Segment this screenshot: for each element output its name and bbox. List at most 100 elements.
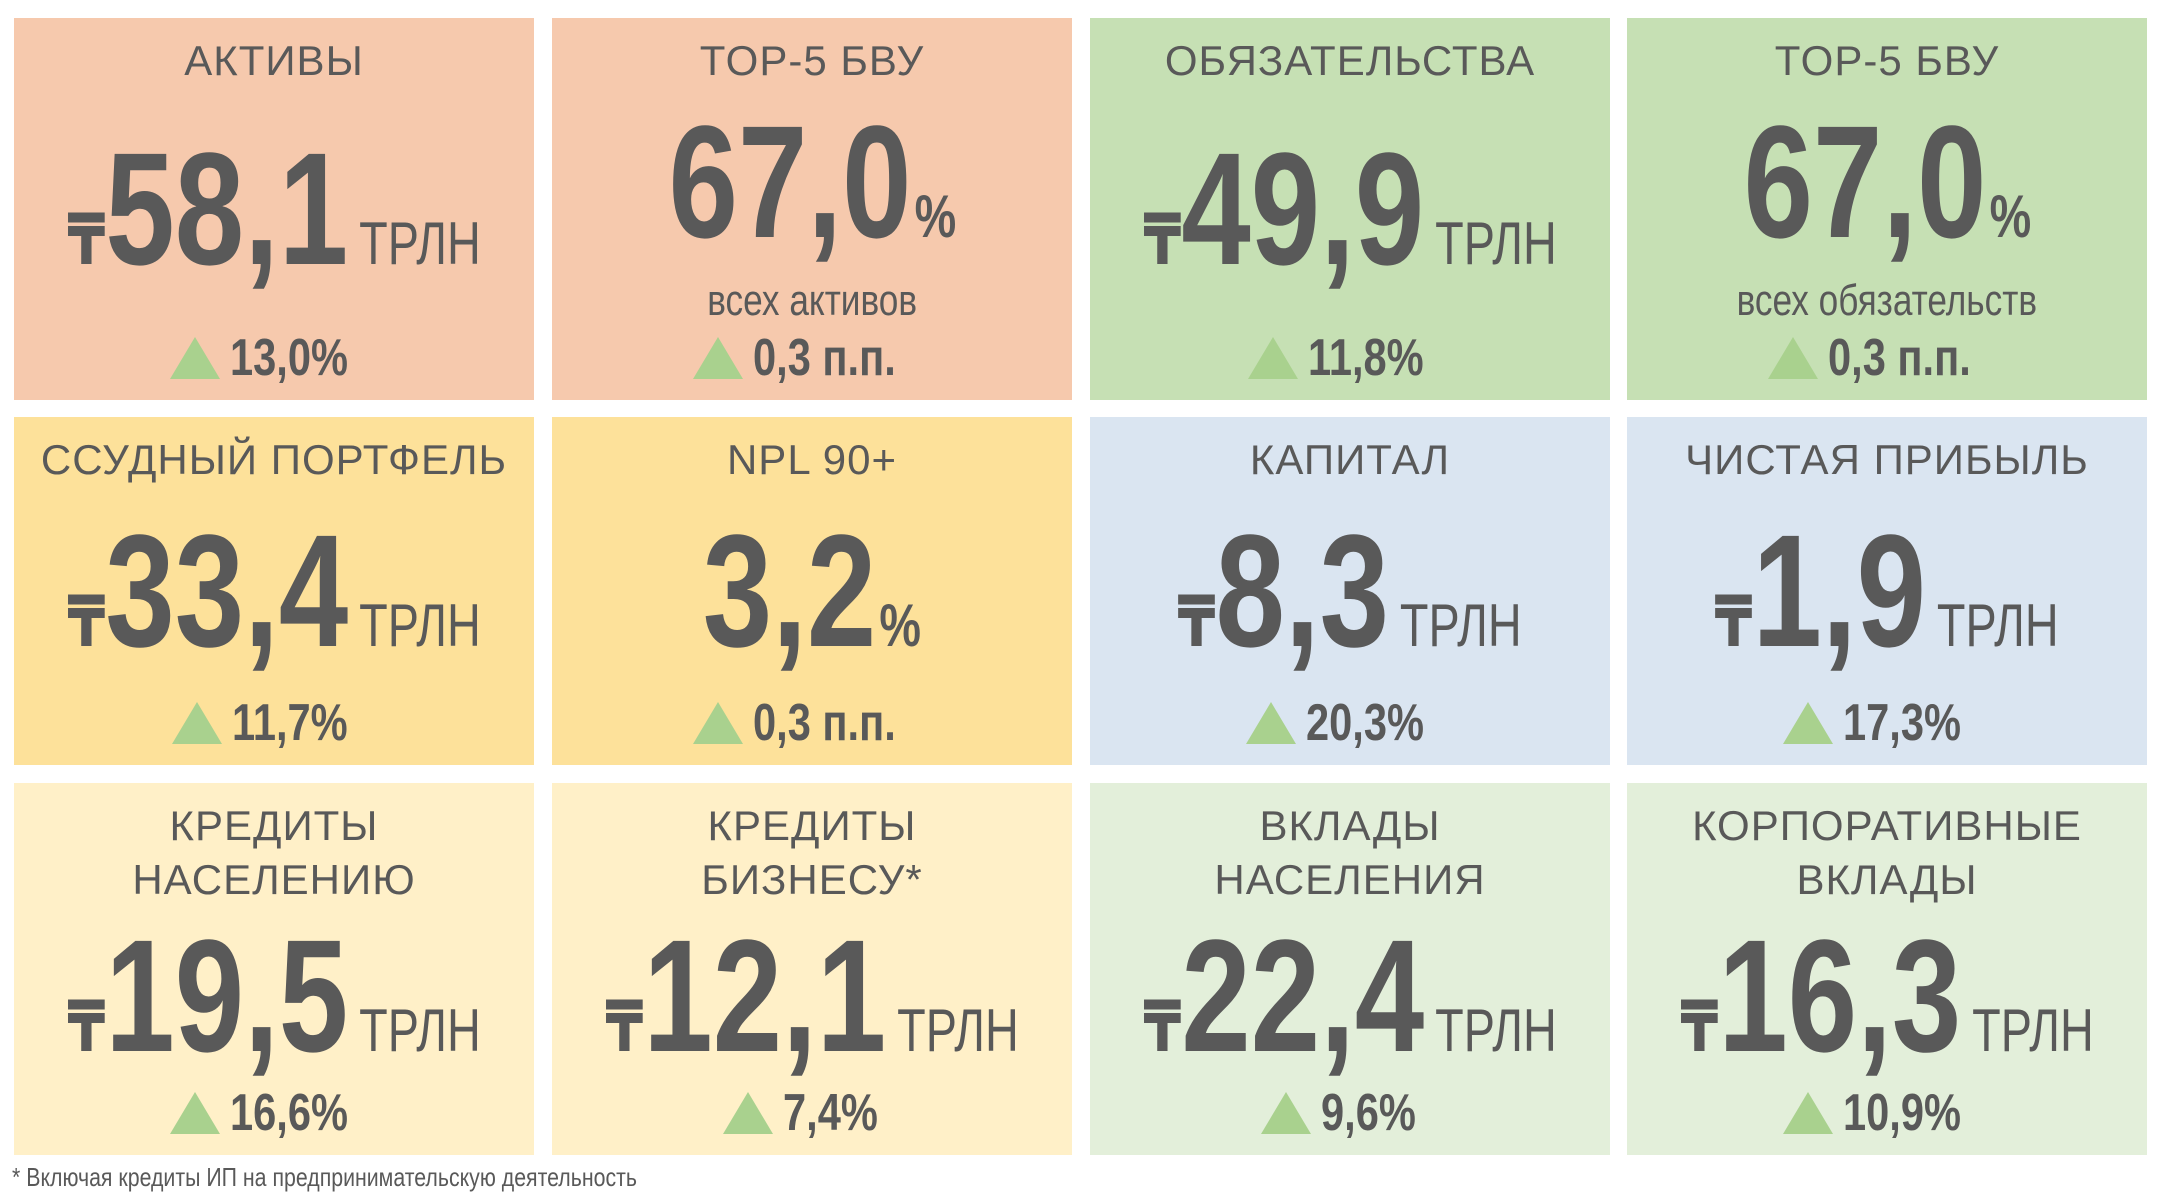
triangle bbox=[722, 1092, 773, 1134]
value-area: ₸22,4 ТРЛН bbox=[1100, 907, 1600, 1085]
change-value: 7,4% bbox=[782, 1084, 878, 1142]
kpi-tile: КРЕДИТЫ НАСЕЛЕНИЮ ₸19,5 ТРЛН 16,6% bbox=[14, 783, 534, 1155]
title-line: НАСЕЛЕНИЯ bbox=[1214, 856, 1486, 903]
value-area: ₸33,4 ТРЛН bbox=[24, 487, 524, 695]
tile-title: TOP-5 БВУ bbox=[700, 34, 924, 88]
currency: ₸ bbox=[1143, 988, 1182, 1066]
up-arrow bbox=[171, 702, 222, 744]
value-area: 67,0% bbox=[1637, 88, 2137, 276]
value: 3,2 bbox=[702, 501, 877, 680]
footnote: * Включая кредиты ИП на предпринимательс… bbox=[12, 1162, 637, 1192]
triangle bbox=[1767, 337, 1818, 379]
kpi-tile: ВКЛАДЫ НАСЕЛЕНИЯ ₸22,4 ТРЛН 9,6% bbox=[1090, 783, 1610, 1155]
value-area: ₸58,1 ТРЛН bbox=[24, 88, 524, 330]
value-row: 3,2% bbox=[703, 511, 922, 671]
value: 33,4 bbox=[105, 501, 349, 680]
currency: ₸ bbox=[1680, 988, 1719, 1066]
kpi-tile: КАПИТАЛ ₸8,3 ТРЛН 20,3% bbox=[1090, 417, 1610, 765]
triangle bbox=[1246, 702, 1297, 744]
up-arrow bbox=[1260, 1092, 1311, 1134]
unit: ТРЛН bbox=[359, 997, 481, 1064]
kpi-tile: TOP-5 БВУ 67,0% всех обязательств 0,3 п.п. bbox=[1627, 18, 2147, 400]
unit: ТРЛН bbox=[359, 592, 481, 659]
up-arrow bbox=[1767, 337, 1818, 379]
value: 1,9 bbox=[1752, 501, 1927, 680]
currency: ₸ bbox=[1143, 201, 1182, 279]
unit: ТРЛН bbox=[1972, 997, 2094, 1064]
currency: ₸ bbox=[67, 201, 106, 279]
title-line: TOP-5 БВУ bbox=[699, 37, 925, 84]
kpi-tile: TOP-5 БВУ 67,0% всех активов 0,3 п.п. bbox=[552, 18, 1072, 400]
kpi-tile: ССУДНЫЙ ПОРТФЕЛЬ ₸33,4 ТРЛН 11,7% bbox=[14, 417, 534, 765]
value: 16,3 bbox=[1718, 906, 1962, 1085]
change: 13,0% bbox=[170, 330, 377, 386]
currency: ₸ bbox=[605, 988, 644, 1066]
change: 0,3 п.п. bbox=[692, 695, 931, 751]
value-row: ₸19,5 ТРЛН bbox=[67, 916, 481, 1076]
subtitle: всех обязательств bbox=[1736, 276, 2038, 325]
currency: ₸ bbox=[67, 583, 106, 661]
kpi-tile: ЧИСТАЯ ПРИБЫЛЬ ₸1,9 ТРЛН 17,3% bbox=[1627, 417, 2147, 765]
tile-title: ВКЛАДЫ НАСЕЛЕНИЯ bbox=[1214, 799, 1485, 907]
up-arrow bbox=[1247, 337, 1298, 379]
value-area: 3,2% bbox=[562, 487, 1062, 695]
title-line: ЧИСТАЯ ПРИБЫЛЬ bbox=[1685, 436, 2089, 483]
subtitle: всех активов bbox=[707, 276, 917, 325]
up-arrow bbox=[170, 337, 221, 379]
change-value: 0,3 п.п. bbox=[1827, 329, 1971, 387]
value-area: ₸16,3 ТРЛН bbox=[1637, 907, 2137, 1085]
change: 7,4% bbox=[722, 1084, 902, 1142]
tile-title: ОБЯЗАТЕЛЬСТВА bbox=[1165, 34, 1535, 88]
up-arrow bbox=[1783, 702, 1834, 744]
value-area: ₸12,1 ТРЛН bbox=[562, 907, 1062, 1085]
unit: ТРЛН bbox=[1400, 592, 1523, 659]
title-line: ВКЛАДЫ bbox=[1259, 802, 1441, 849]
triangle bbox=[1260, 1092, 1311, 1134]
tile-title: КРЕДИТЫ БИЗНЕСУ* bbox=[701, 799, 922, 907]
triangle bbox=[692, 702, 743, 744]
kpi-tile: АКТИВЫ ₸58,1 ТРЛН 13,0% bbox=[14, 18, 534, 400]
currency: ₸ bbox=[67, 988, 106, 1066]
kpi-tile: NPL 90+ 3,2% 0,3 п.п. bbox=[552, 417, 1072, 765]
value-area: ₸1,9 ТРЛН bbox=[1637, 487, 2137, 695]
unit: ТРЛН bbox=[1435, 997, 1557, 1064]
title-line: ОБЯЗАТЕЛЬСТВА bbox=[1164, 37, 1536, 84]
triangle bbox=[171, 702, 222, 744]
change: 20,3% bbox=[1246, 695, 1453, 751]
value-row: ₸58,1 ТРЛН bbox=[67, 129, 481, 289]
tile-title: ССУДНЫЙ ПОРТФЕЛЬ bbox=[41, 433, 507, 487]
unit: ТРЛН bbox=[897, 997, 1019, 1064]
title-line: TOP-5 БВУ bbox=[1774, 37, 2000, 84]
value-row: ₸49,9 ТРЛН bbox=[1143, 129, 1557, 289]
kpi-tile: КРЕДИТЫ БИЗНЕСУ* ₸12,1 ТРЛН 7,4% bbox=[552, 783, 1072, 1155]
tile-title: КРЕДИТЫ НАСЕЛЕНИЮ bbox=[132, 799, 415, 907]
title-line: БИЗНЕСУ* bbox=[701, 856, 923, 903]
unit: ТРЛН bbox=[1435, 210, 1557, 277]
value-row: ₸22,4 ТРЛН bbox=[1143, 916, 1557, 1076]
tile-title: ЧИСТАЯ ПРИБЫЛЬ bbox=[1685, 433, 2089, 487]
title-line: КОРПОРАТИВНЫЕ bbox=[1692, 802, 2082, 849]
value-area: ₸49,9 ТРЛН bbox=[1100, 88, 1600, 330]
title-line: НАСЕЛЕНИЮ bbox=[132, 856, 416, 903]
tile-title: АКТИВЫ bbox=[184, 34, 364, 88]
kpi-tile: ОБЯЗАТЕЛЬСТВА ₸49,9 ТРЛН 11,8% bbox=[1090, 18, 1610, 400]
value-row: ₸1,9 ТРЛН bbox=[1715, 511, 2059, 671]
up-arrow bbox=[692, 337, 743, 379]
title-line: АКТИВЫ bbox=[184, 37, 364, 84]
value: 67,0 bbox=[1743, 92, 1987, 271]
triangle bbox=[1247, 337, 1298, 379]
change-value: 10,9% bbox=[1843, 1084, 1962, 1142]
title-line: ВКЛАДЫ bbox=[1796, 856, 1978, 903]
change: 16,6% bbox=[170, 1085, 377, 1141]
value: 58,1 bbox=[105, 119, 349, 298]
value: 22,4 bbox=[1181, 906, 1425, 1085]
up-arrow bbox=[1783, 1092, 1834, 1134]
change-value: 20,3% bbox=[1306, 694, 1425, 752]
change-value: 11,8% bbox=[1307, 329, 1424, 387]
change-value: 17,3% bbox=[1843, 694, 1962, 752]
change-value: 0,3 п.п. bbox=[752, 329, 896, 387]
unit: % bbox=[879, 592, 922, 659]
change: 0,3 п.п. bbox=[1767, 329, 2006, 387]
value-row: ₸16,3 ТРЛН bbox=[1680, 916, 2094, 1076]
change: 10,9% bbox=[1783, 1085, 1990, 1141]
